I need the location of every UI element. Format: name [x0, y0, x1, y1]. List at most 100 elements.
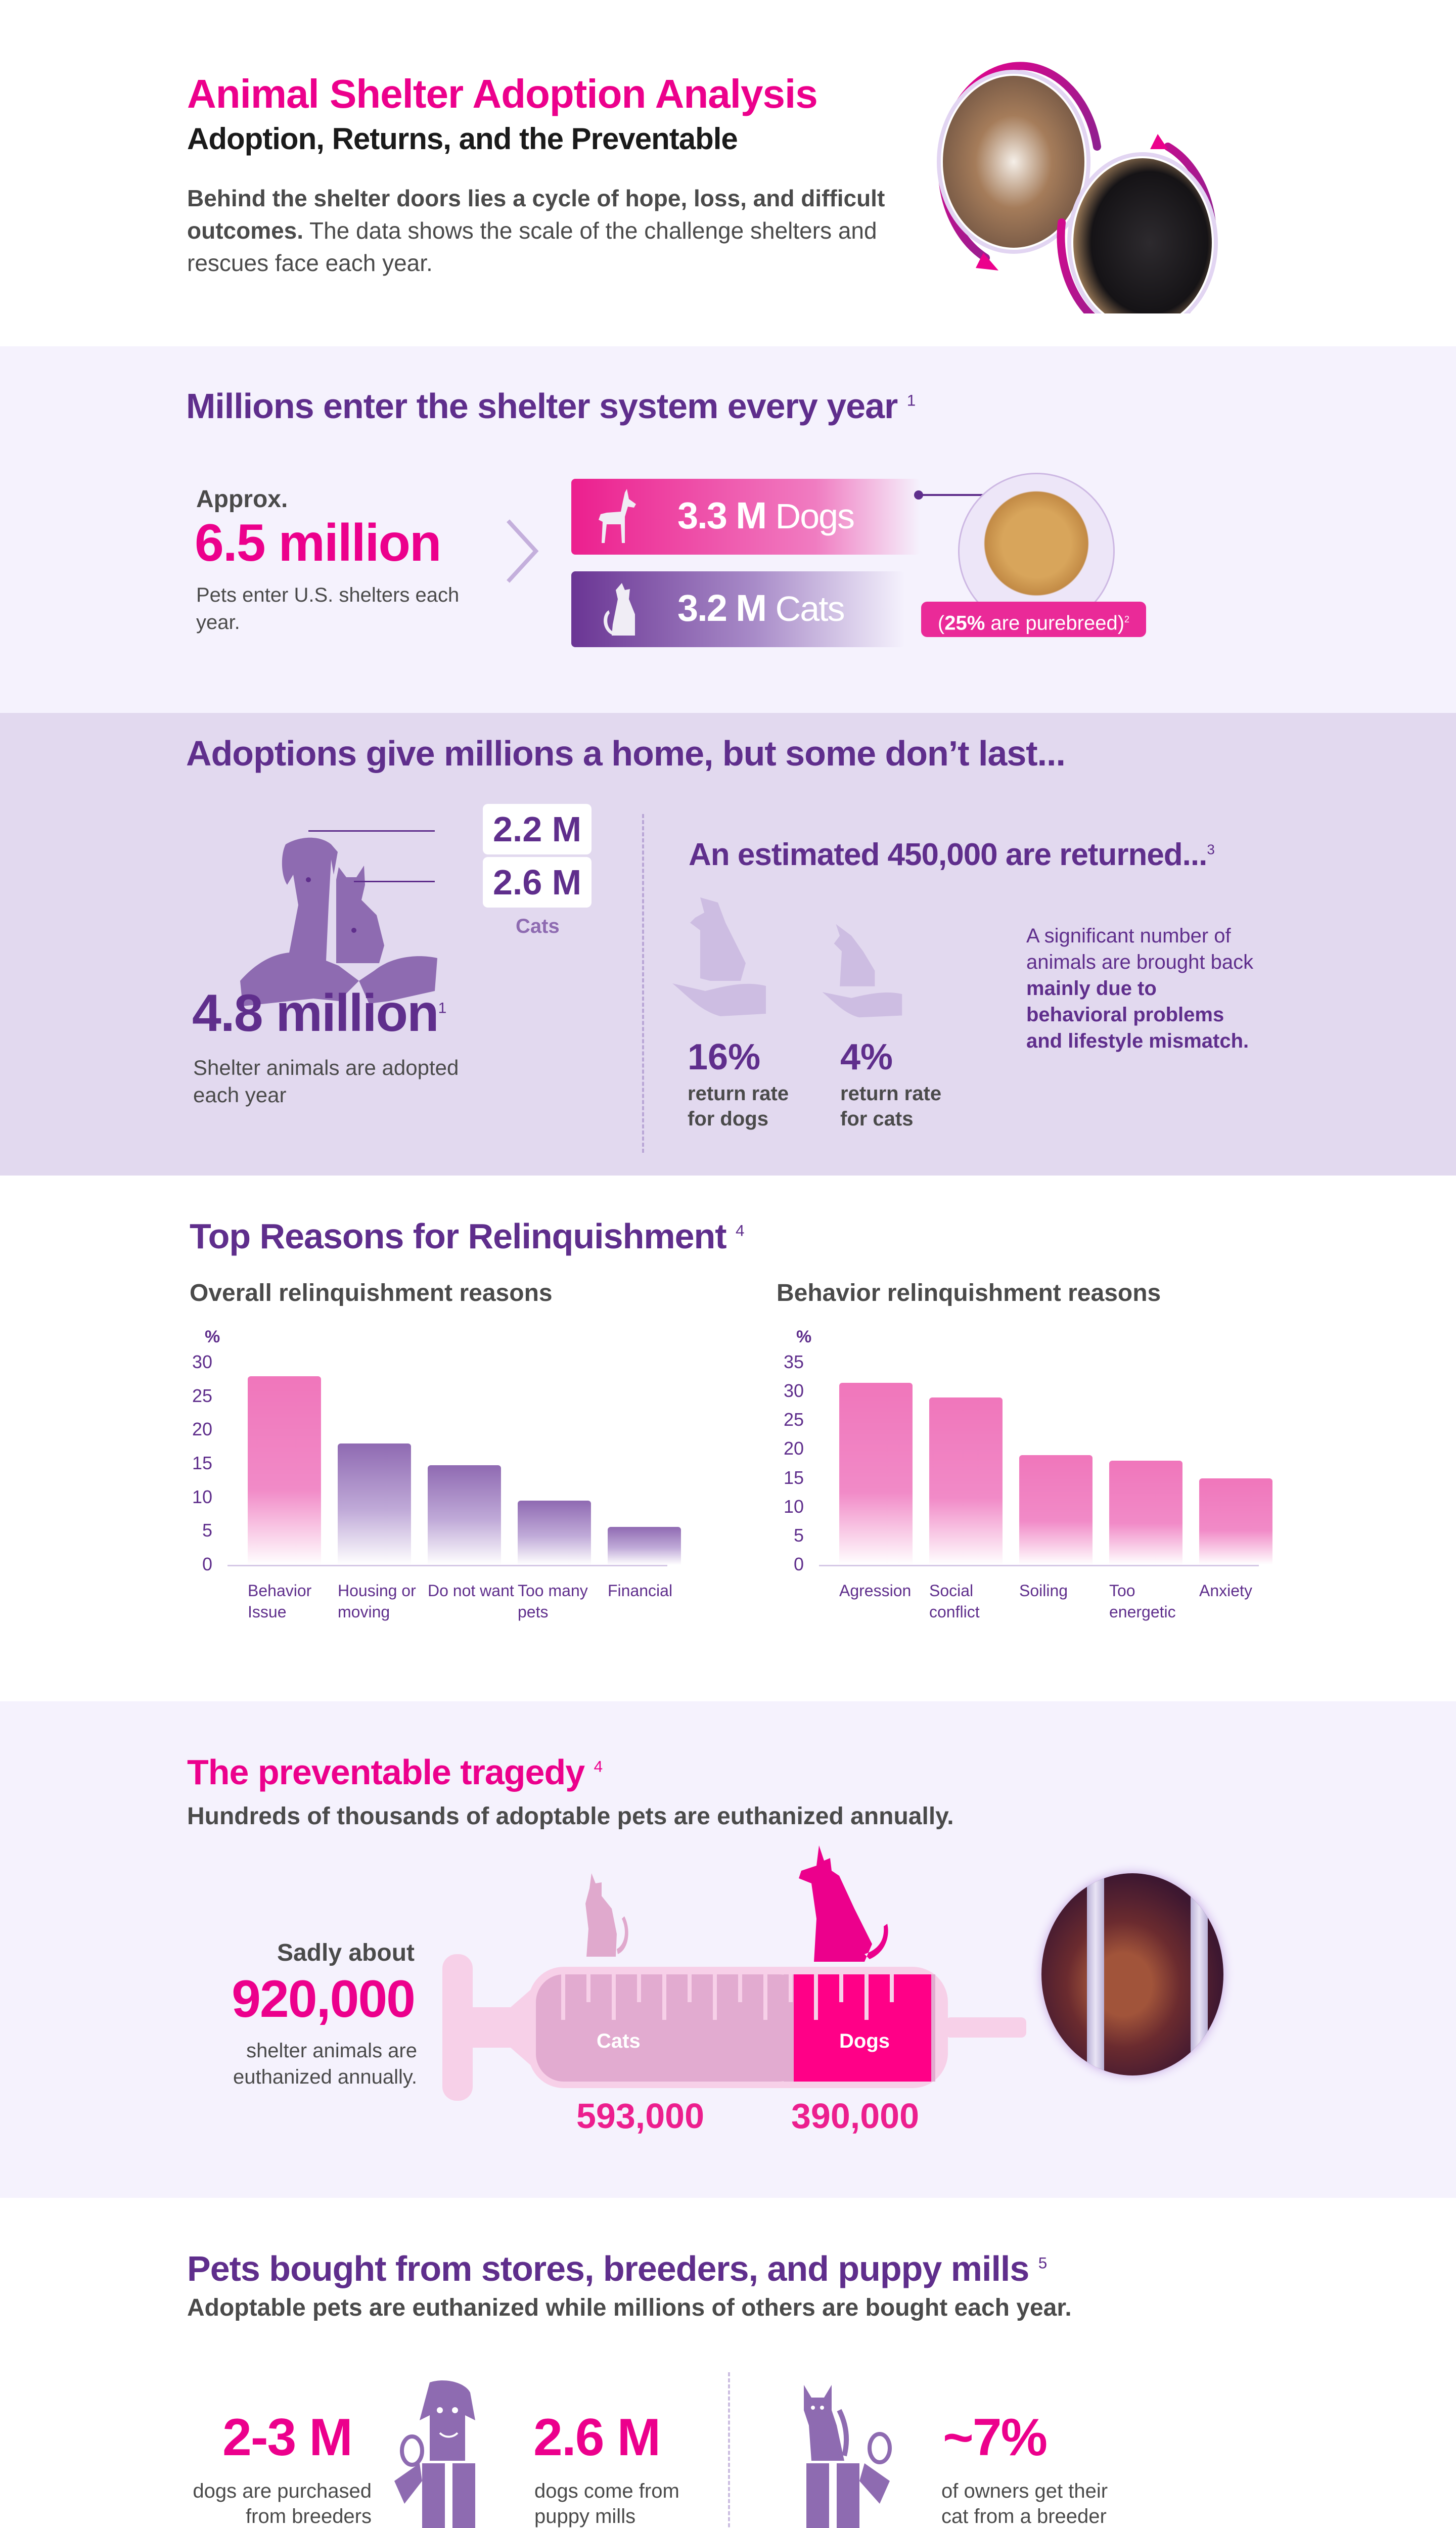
chart-bar	[608, 1527, 681, 1565]
chart-bar	[1019, 1455, 1093, 1565]
y-tick-label: 25	[192, 1385, 212, 1406]
adoptions-title: Adoptions give millions a home, but some…	[186, 734, 1066, 773]
cats-intake-value: 3.2 M Cats	[677, 587, 845, 629]
y-tick-label: 10	[192, 1486, 212, 1507]
dog-silhouette-icon	[799, 1845, 888, 1962]
y-tick-label: 0	[202, 1554, 212, 1574]
intake-section: Millions enter the shelter system every …	[0, 346, 1456, 713]
syringe-cats-label: Cats	[597, 2030, 641, 2052]
bought-subtitle: Adoptable pets are euthanized while mill…	[187, 2294, 1072, 2321]
intake-total: 6.5 million	[195, 514, 442, 572]
chart-bar	[248, 1376, 321, 1565]
chart2-title: Behavior relinquishment reasons	[777, 1280, 1161, 1306]
y-tick-label: 5	[793, 1524, 804, 1546]
x-tick-label: Soiling	[1019, 1582, 1068, 1600]
adopted-total: 4.8 million1	[192, 984, 446, 1043]
cats-intake-bar: 3.2 M Cats	[571, 571, 905, 647]
divider	[728, 2372, 730, 2528]
x-tick-label: Financial	[608, 1582, 673, 1600]
puppy-mill-desc: dogs come from puppy mills	[534, 2480, 679, 2527]
purebreed-badge: (25% are purebreed)2	[921, 602, 1146, 637]
y-tick-label: 10	[783, 1496, 804, 1517]
cat-silhouette-icon	[604, 583, 635, 636]
intro-rest: The data shows the scale of the challeng…	[187, 217, 877, 276]
page-subtitle: Adoption, Returns, and the Preventable	[187, 122, 738, 156]
chart-bar	[839, 1383, 913, 1565]
dog-on-hand-icon	[672, 897, 766, 1016]
x-tick-label: Too many pets	[518, 1582, 588, 1621]
y-axis-unit: %	[796, 1327, 812, 1346]
syringe-graphic	[442, 1954, 1026, 2101]
page-title: Animal Shelter Adoption Analysis	[187, 71, 818, 116]
dog-return-label: return rate for dogs	[688, 1082, 789, 1130]
chart1-title: Overall relinquishment reasons	[190, 1280, 553, 1306]
tragedy-subtitle: Hundreds of thousands of adoptable pets …	[187, 1803, 954, 1830]
dog-cat-in-hands-icon	[240, 837, 437, 1006]
cat-return-label: return rate for cats	[840, 1082, 942, 1130]
adoptions-section: Adoptions give millions a home, but some…	[0, 713, 1456, 1176]
syringe-dogs-label: Dogs	[839, 2030, 890, 2052]
euthanized-total-desc: shelter animals are euthanized annually.	[233, 2040, 417, 2088]
returns-title: An estimated 450,000 are returned...3	[689, 837, 1215, 872]
dog-return-pct: 16%	[688, 1037, 761, 1077]
y-tick-label: 0	[793, 1554, 804, 1574]
chart-bar	[929, 1397, 1003, 1565]
y-tick-label: 25	[783, 1409, 804, 1430]
dogs-euthanized-value: 390,000	[791, 2096, 920, 2136]
header-section: Animal Shelter Adoption Analysis Adoptio…	[0, 0, 1456, 346]
cat-breeder-desc: of owners get their cat from a breeder	[941, 2480, 1108, 2527]
intake-title: Millions enter the shelter system every …	[186, 386, 916, 426]
cage-bar	[1191, 1873, 1208, 2075]
cage-bar	[1087, 1873, 1104, 2075]
behavior-reasons-chart: % 0 5 10 15 20 25 30 35 Agression Social conflict S…	[774, 1327, 1304, 1621]
cat-dog-cycle-image	[937, 62, 1218, 313]
y-axis-unit: %	[205, 1327, 220, 1346]
x-tick-label: Social conflict	[929, 1582, 980, 1621]
x-tick-label: Behavior Issue	[248, 1582, 312, 1621]
intake-total-desc: Pets enter U.S. shelters each year.	[196, 584, 460, 634]
divider	[642, 814, 644, 1153]
cats-euthanized-value: 593,000	[576, 2096, 705, 2136]
purchased-dogs-desc: dogs are purchased from breeders	[193, 2480, 372, 2527]
chart-bar	[518, 1501, 591, 1565]
x-tick-label: Anxiety	[1199, 1582, 1252, 1600]
y-tick-label: 15	[783, 1467, 804, 1488]
adopted-cats-value: 2.6 M	[483, 857, 592, 908]
sadly-label: Sadly about	[277, 1939, 415, 1966]
adopted-total-desc: Shelter animals are adopted each year	[193, 1056, 459, 1107]
dog-silhouette-icon	[599, 489, 636, 543]
y-tick-label: 20	[783, 1438, 804, 1459]
x-tick-label: Too energetic	[1109, 1582, 1176, 1621]
cat-silhouette-icon	[585, 1873, 628, 1957]
reasons-section: Top Reasons for Relinquishment 4 Overall…	[0, 1176, 1456, 1701]
x-axis-line	[819, 1565, 1259, 1566]
dog-in-gift-box-icon	[394, 2380, 475, 2528]
puppy-mill-value: 2.6 M	[533, 2408, 661, 2467]
tragedy-title: The preventable tragedy 4	[187, 1752, 603, 1792]
intro-bold: Behind the shelter doors lies a cycle of…	[187, 185, 885, 244]
x-tick-label: Do not want	[428, 1582, 514, 1600]
chart-bar	[1199, 1478, 1272, 1565]
bought-title: Pets bought from stores, breeders, and p…	[187, 2249, 1047, 2288]
y-tick-label: 5	[202, 1520, 212, 1541]
y-tick-label: 35	[783, 1351, 804, 1372]
cat-breeder-pct: ~7%	[943, 2408, 1048, 2467]
approx-label: Approx.	[196, 486, 288, 513]
cat-in-gift-box-icon	[804, 2385, 892, 2528]
y-tick-label: 30	[783, 1380, 804, 1402]
cat-on-hand-icon	[822, 924, 902, 1018]
callout-dot	[914, 490, 923, 500]
x-tick-label: Housing or moving	[338, 1582, 416, 1621]
y-tick-label: 30	[192, 1351, 212, 1372]
overall-reasons-chart: % 0 5 10 15 20 25 30 Behavior Issue Housing or mo…	[182, 1327, 713, 1621]
x-tick-label: Agression	[839, 1582, 912, 1600]
dogs-intake-value: 3.3 M Dogs	[677, 494, 855, 536]
x-axis-line	[228, 1565, 667, 1566]
y-tick-label: 15	[192, 1453, 212, 1473]
chart-bar	[338, 1443, 411, 1565]
tragedy-section: The preventable tragedy 4 Hundreds of th…	[0, 1701, 1456, 2198]
cats-leader-line	[354, 881, 435, 882]
cat-return-pct: 4%	[840, 1037, 893, 1077]
caged-dog-photo	[1041, 1873, 1223, 2075]
dogs-leader-line	[308, 830, 435, 832]
